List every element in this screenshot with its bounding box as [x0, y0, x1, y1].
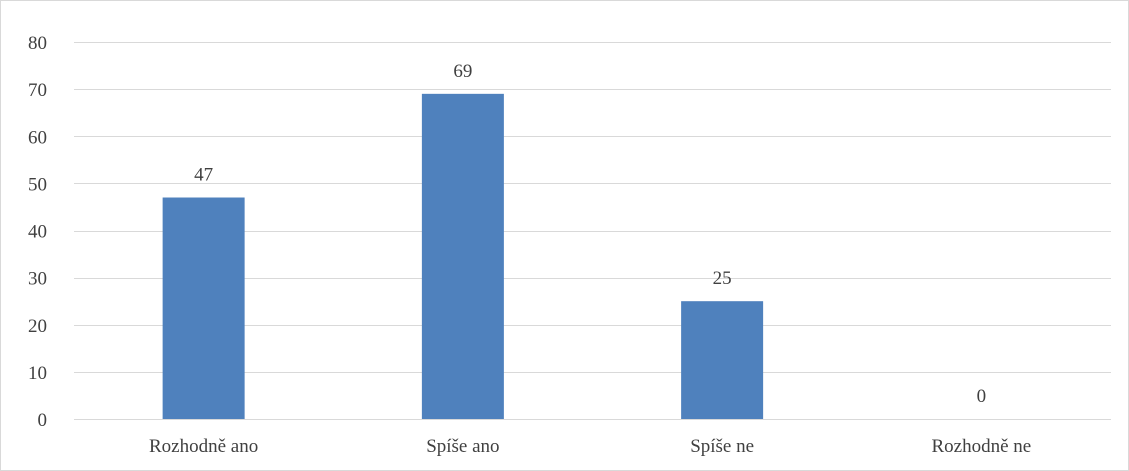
y-axis-tick-labels: 0 10 20 30 40 50 60 70 80	[28, 33, 47, 431]
bars	[162, 93, 764, 420]
y-tick-label: 80	[28, 33, 47, 54]
x-category-label: Rozhodně ano	[149, 436, 258, 457]
x-category-label: Spíše ano	[426, 436, 499, 457]
bar	[162, 197, 245, 419]
data-label: 25	[713, 268, 732, 289]
bar	[681, 301, 764, 419]
gridlines	[74, 42, 1111, 420]
data-labels: 47 69 25 0	[194, 61, 986, 407]
y-tick-label: 20	[28, 316, 47, 337]
data-label: 0	[977, 386, 987, 407]
x-axis-category-labels: Rozhodně ano Spíše ano Spíše ne Rozhodně ne	[149, 436, 1031, 457]
y-tick-label: 10	[28, 363, 47, 384]
y-tick-label: 0	[38, 410, 48, 431]
y-tick-label: 60	[28, 127, 47, 148]
y-tick-label: 40	[28, 222, 47, 243]
y-tick-label: 70	[28, 80, 47, 101]
data-label: 69	[453, 61, 472, 82]
data-label: 47	[194, 165, 213, 186]
bar	[421, 93, 504, 420]
x-category-label: Spíše ne	[690, 436, 754, 457]
y-tick-label: 50	[28, 174, 47, 195]
x-category-label: Rozhodně ne	[932, 436, 1032, 457]
y-tick-label: 30	[28, 269, 47, 290]
